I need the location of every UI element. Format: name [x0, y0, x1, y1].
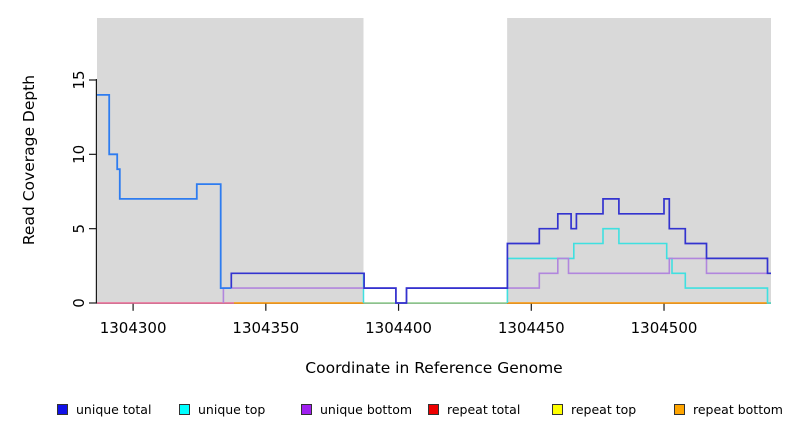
legend-label: repeat top	[571, 401, 637, 417]
legend-entry-repeat-top: repeat top	[552, 399, 636, 419]
legend-swatch-unique-total	[57, 403, 68, 415]
legend-swatch-repeat-total	[428, 403, 439, 415]
legend-label: unique top	[198, 401, 266, 417]
legend-swatch-unique-bottom	[301, 403, 312, 415]
x-tick-label: 1304450	[498, 319, 565, 337]
y-tick-label: 10	[70, 145, 88, 164]
shaded-region-left	[97, 18, 364, 304]
legend-label: repeat total	[447, 401, 521, 417]
shaded-region-right	[507, 18, 771, 304]
legend-swatch-repeat-bottom	[674, 403, 685, 415]
x-tick-label: 1304300	[100, 319, 167, 337]
legend-entry-repeat-total: repeat total	[428, 399, 520, 419]
y-axis-title: Read Coverage Depth	[20, 75, 38, 245]
x-tick-label: 1304400	[365, 319, 432, 337]
series-lines-layer	[97, 94, 771, 304]
x-axis-title: Coordinate in Reference Genome	[305, 359, 562, 377]
x-tick-label: 1304500	[631, 319, 698, 337]
legend-entry-unique-bottom: unique bottom	[301, 399, 412, 419]
y-tick-label: 0	[70, 298, 88, 308]
series-line-unique-top-main	[506, 227, 771, 304]
legend-label: unique bottom	[320, 401, 413, 417]
legend-entry-repeat-bottom: repeat bottom	[674, 399, 783, 419]
legend-swatch-unique-top	[179, 403, 190, 415]
legend-entry-unique-total: unique total	[57, 399, 151, 419]
shaded-regions-layer	[97, 18, 771, 304]
legend: unique total unique top unique bottom repea…	[0, 399, 792, 425]
legend-swatch-repeat-top	[552, 403, 563, 415]
x-tick-label: 1304350	[232, 319, 299, 337]
y-tick-label: 15	[70, 70, 88, 89]
series-line-unique-total-left-overlap	[97, 94, 232, 289]
legend-label: repeat bottom	[693, 401, 783, 417]
axes-layer: 0 5 10 15 1304300 1304350 1304400 1304450 130450…	[70, 70, 771, 337]
series-line-unique-total-main	[230, 198, 771, 304]
legend-entry-unique-top: unique top	[179, 399, 265, 419]
legend-label: unique total	[76, 401, 152, 417]
y-tick-label: 5	[70, 224, 88, 234]
